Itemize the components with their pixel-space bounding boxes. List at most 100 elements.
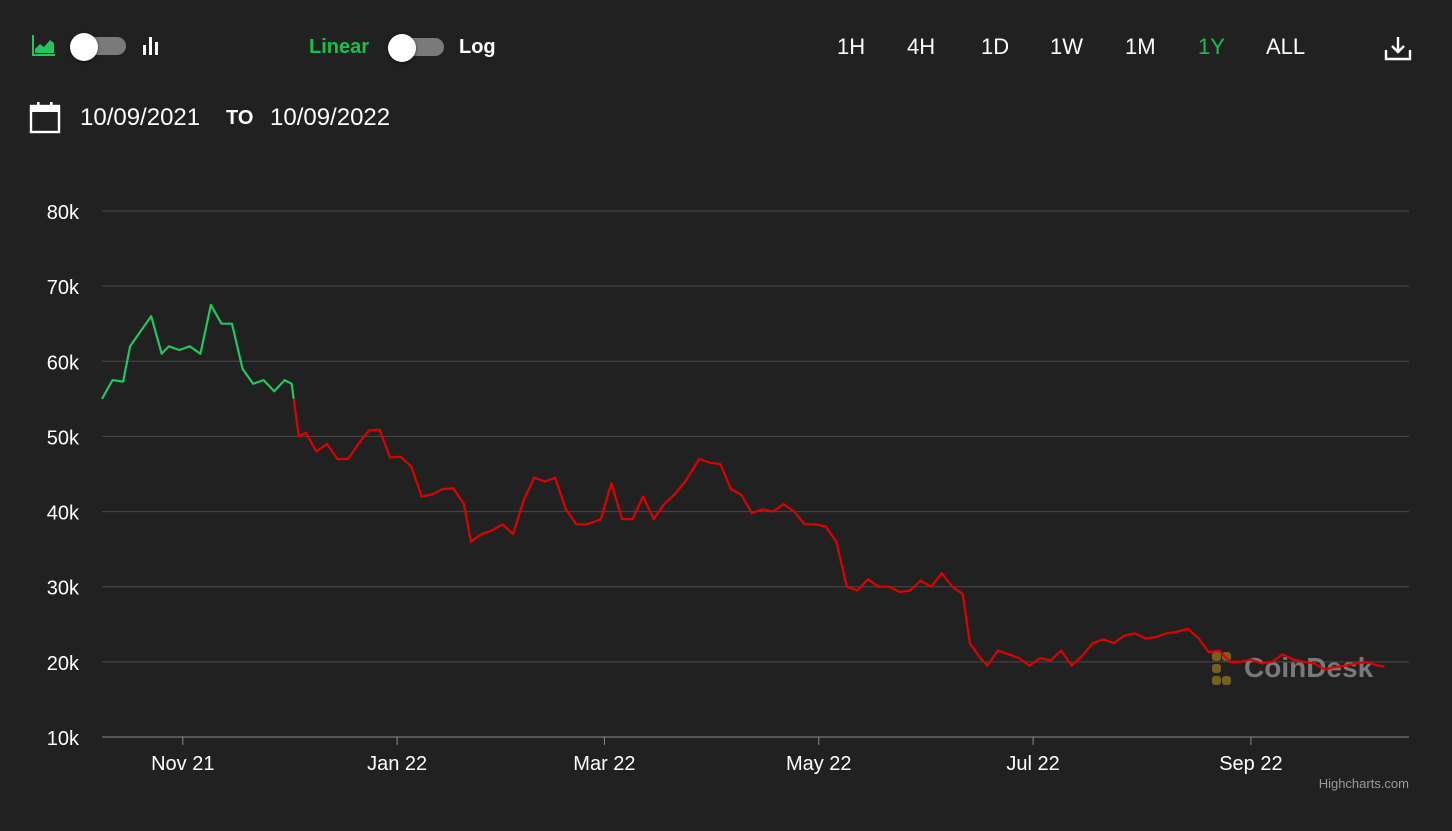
price-point[interactable] [1203,646,1215,658]
price-point[interactable] [714,458,726,470]
date-from[interactable]: 10/09/2021 [80,104,201,131]
range-all-button[interactable]: ALL [1266,34,1306,59]
price-point[interactable] [704,457,716,469]
price-point[interactable] [1234,656,1246,668]
price-point[interactable] [1378,660,1390,672]
price-point[interactable] [1129,627,1141,639]
price-point[interactable] [788,506,800,518]
price-point[interactable] [746,507,758,519]
price-point[interactable] [841,581,853,593]
price-point[interactable] [658,498,670,510]
price-point[interactable] [570,518,582,530]
price-point[interactable] [1182,623,1194,635]
price-point[interactable] [1319,663,1331,675]
price-point[interactable] [925,581,937,593]
price-point[interactable] [226,318,238,330]
price-point[interactable] [1266,656,1278,668]
price-point[interactable] [809,518,821,530]
price-point[interactable] [163,340,175,352]
scale-toggle[interactable] [388,34,444,62]
price-point[interactable] [1002,648,1014,660]
price-point[interactable] [352,438,364,450]
price-point[interactable] [1171,626,1183,638]
price-point[interactable] [497,518,509,530]
price-point[interactable] [883,581,895,593]
price-point[interactable] [539,476,551,488]
price-point[interactable] [384,451,396,463]
price-point[interactable] [605,477,617,489]
price-point[interactable] [173,344,185,356]
price-point[interactable] [1213,645,1225,657]
price-point[interactable] [475,528,487,540]
price-point[interactable] [374,424,386,436]
price-point[interactable] [957,588,969,600]
price-point[interactable] [1076,650,1088,662]
price-point[interactable] [679,476,691,488]
price-point[interactable] [1045,654,1057,666]
price-point[interactable] [936,567,948,579]
price-point[interactable] [1340,660,1352,672]
date-to-input[interactable] [270,102,400,134]
price-point[interactable] [117,376,129,388]
price-point[interactable] [437,483,449,495]
scale-linear-label[interactable]: Linear [309,36,370,58]
price-point[interactable] [96,393,108,405]
price-point[interactable] [310,445,322,457]
price-point[interactable] [778,498,790,510]
price-point[interactable] [1097,633,1109,645]
price-point[interactable] [1308,657,1320,669]
chart-type-toggle[interactable] [70,33,126,61]
price-point[interactable] [1108,637,1120,649]
price-point[interactable] [258,374,270,386]
price-point[interactable] [331,453,343,465]
price-point[interactable] [184,340,196,352]
range-1h-button[interactable]: 1H [837,34,866,59]
price-point[interactable] [1034,652,1046,664]
price-point[interactable] [1055,645,1067,657]
price-point[interactable] [300,427,312,439]
price-point[interactable] [486,524,498,536]
price-point[interactable] [194,348,206,360]
price-point[interactable] [799,518,811,530]
price-point[interactable] [1192,632,1204,644]
price-point[interactable] [405,460,417,472]
price-point[interactable] [1298,656,1310,668]
price-point[interactable] [363,424,375,436]
price-point[interactable] [851,584,863,596]
price-point[interactable] [637,491,649,503]
range-1m-button[interactable]: 1M [1125,34,1156,59]
price-point[interactable] [1255,657,1267,669]
price-point[interactable] [1329,661,1341,673]
price-point[interactable] [1087,637,1099,649]
price-point[interactable] [1277,648,1289,660]
price-point[interactable] [342,453,354,465]
price-point[interactable] [904,584,916,596]
price-point[interactable] [124,340,136,352]
price-point[interactable] [693,453,705,465]
price-point[interactable] [268,385,280,397]
highcharts-credit[interactable]: Highcharts.com [1318,776,1409,791]
price-point[interactable] [767,506,779,518]
price-point[interactable] [321,438,333,450]
price-point[interactable] [1118,630,1130,642]
area-chart-icon[interactable] [30,32,58,58]
price-point[interactable] [247,378,259,390]
range-1d-button[interactable]: 1D [981,34,1010,59]
price-point[interactable] [992,645,1004,657]
price-point[interactable] [1245,654,1257,666]
bar-chart-icon[interactable] [140,32,164,58]
price-point[interactable] [616,513,628,525]
price-point[interactable] [1066,660,1078,672]
range-1y-button[interactable]: 1Y [1198,34,1225,59]
range-4h-button[interactable]: 4H [907,34,936,59]
price-point[interactable] [507,528,519,540]
price-point[interactable] [395,451,407,463]
price-point[interactable] [964,637,976,649]
price-point[interactable] [1224,656,1236,668]
price-point[interactable] [830,536,842,548]
price-point[interactable] [725,483,737,495]
price-point[interactable] [872,581,884,593]
calendar-icon[interactable] [28,100,62,136]
price-point[interactable] [1024,660,1036,672]
price-point[interactable] [215,318,227,330]
